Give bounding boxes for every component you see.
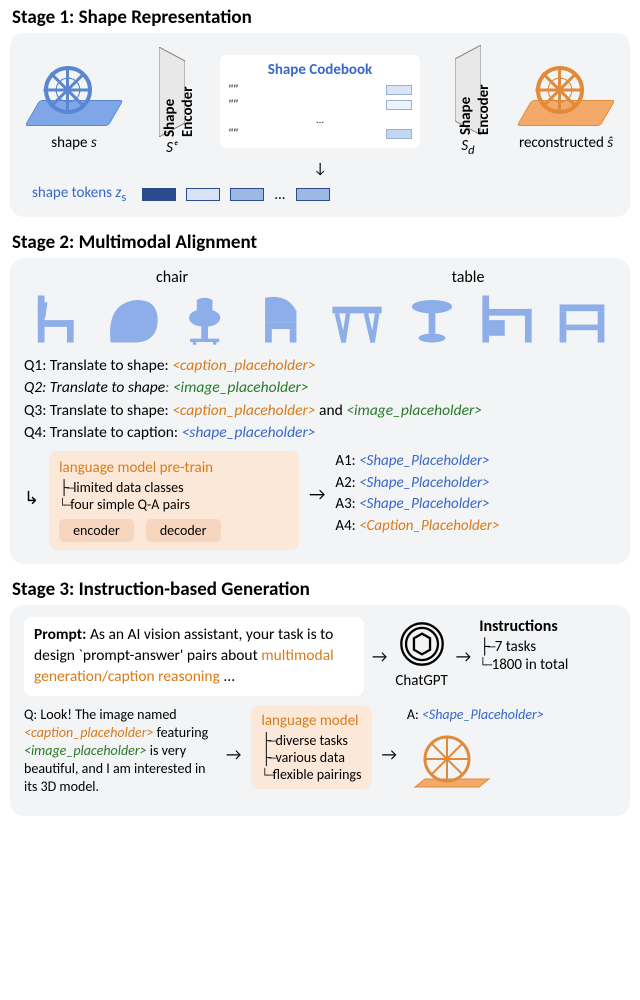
answer-line: A3: <Shape_Placeholder> (335, 494, 499, 516)
ferris-wheel-blue-icon (24, 52, 124, 132)
arrow-right-icon: → (309, 451, 325, 505)
object-icon (174, 291, 242, 347)
arrow-right-icon: → (382, 744, 397, 765)
category-table: table (320, 268, 616, 287)
question-line: Q2: Translate to shape: <image_placehold… (24, 377, 616, 399)
object-icon (249, 291, 317, 347)
stage1-panel: shape s Shape Encoder Sₑ Shape Codebook … (10, 33, 630, 217)
object-icon (548, 291, 616, 347)
lm-item: various data (261, 749, 361, 766)
object-icon (473, 291, 541, 347)
lm-item: four simple Q-A pairs (59, 496, 289, 513)
lm-pretrain-title: language model pre-train (59, 459, 289, 477)
lm-items: diverse tasksvarious dataflexible pairin… (261, 732, 361, 783)
shape-decoder-block: Shape Encoder Sd (455, 45, 481, 158)
stage3-title: Stage 3: Instruction-based Generation (0, 572, 640, 605)
codebook-row: "" (228, 98, 412, 112)
s3-question: Q: Look! The image named <caption_placeh… (24, 706, 216, 797)
arrow-right-icon: → (372, 646, 387, 667)
output-shape-block: reconstructed ŝ (516, 52, 616, 152)
lm-pretrain-box: language model pre-train limited data cl… (49, 451, 299, 550)
instr-item: 7 tasks (479, 638, 568, 656)
flow-arrow-icon: ↳ (24, 451, 39, 509)
prompt-box: Prompt: As an AI vision assistant, your … (24, 617, 364, 696)
lm-item: limited data classes (59, 479, 289, 496)
instr-item: 1800 in total (479, 656, 568, 674)
ferris-wheel-orange-icon (407, 729, 497, 799)
question-line: Q3: Translate to shape: <caption_placeho… (24, 400, 616, 422)
s3-answer: A: <Shape_Placeholder> (407, 706, 544, 723)
input-shape-label: shape s (24, 134, 124, 152)
chatgpt-label: ChatGPT (395, 672, 447, 690)
lm-box: language model diverse tasksvarious data… (251, 706, 371, 789)
answer-line: A2: <Shape_Placeholder> (335, 473, 499, 495)
objects-row (24, 291, 616, 347)
stage2-panel: chair table Q1: Translate to shape: <cap… (10, 258, 630, 564)
encoder-trapezoid-icon: Shape Encoder (159, 47, 185, 137)
instructions-items: 7 tasks1800 in total (479, 638, 568, 674)
object-icon (99, 291, 167, 347)
encoder-symbol: Sₑ (166, 139, 178, 157)
instructions-block: Instructions 7 tasks1800 in total (479, 617, 568, 674)
question-line: Q4: Translate to caption: <shape_placeho… (24, 422, 616, 444)
codebook-ellipsis: ... (228, 113, 412, 126)
lm-item: flexible pairings (261, 766, 361, 783)
codebook-row: "" (228, 83, 412, 97)
decoder-trapezoid-icon: Shape Encoder (455, 45, 481, 135)
decoder-chip: decoder (146, 519, 221, 542)
question-line: Q1: Translate to shape: <caption_placeho… (24, 355, 616, 377)
enc-dec-row: encoder decoder (59, 519, 289, 542)
token-swatch (296, 188, 330, 201)
shape-codebook: Shape Codebook """"..."" (220, 55, 420, 148)
ferris-wheel-orange-icon (516, 52, 616, 132)
decoder-symbol: Sd (461, 137, 474, 158)
token-swatch (142, 188, 176, 201)
object-icon (24, 291, 92, 347)
stage3-panel: Prompt: As an AI vision assistant, your … (10, 605, 630, 816)
decoder-label: Shape Encoder (457, 53, 493, 135)
answer-line: A4: <Caption_Placeholder> (335, 516, 499, 538)
instructions-title: Instructions (479, 617, 568, 636)
codebook-title: Shape Codebook (228, 61, 412, 79)
shape-encoder-block: Shape Encoder Sₑ (159, 47, 185, 157)
lm-pretrain-items: limited data classesfour simple Q-A pair… (59, 479, 289, 513)
s3-answer-block: A: <Shape_Placeholder> (407, 706, 544, 804)
category-labels: chair table (24, 268, 616, 287)
arrow-right-icon: → (456, 646, 471, 667)
encoder-label: Shape Encoder (161, 55, 197, 137)
output-shape-label: reconstructed ŝ (516, 134, 616, 152)
stage1-title: Stage 1: Shape Representation (0, 0, 640, 33)
answer-list: A1: <Shape_Placeholder>A2: <Shape_Placeh… (335, 451, 499, 538)
object-icon (323, 291, 391, 347)
answer-line: A1: <Shape_Placeholder> (335, 451, 499, 473)
lm-title: language model (261, 712, 361, 730)
token-sequence: ... (142, 186, 329, 204)
codebook-row: "" (228, 127, 412, 141)
arrow-right-icon: → (226, 744, 241, 765)
tokens-label: shape tokens zs (32, 184, 126, 205)
stage2-title: Stage 2: Multimodal Alignment (0, 225, 640, 258)
chatgpt-icon (399, 621, 445, 667)
lm-item: diverse tasks (261, 732, 361, 749)
object-icon (398, 291, 466, 347)
chatgpt-block: ChatGPT (395, 617, 447, 690)
category-chair: chair (24, 268, 320, 287)
question-list: Q1: Translate to shape: <caption_placeho… (24, 355, 616, 445)
shape-tokens-row: shape tokens zs ... (24, 180, 616, 205)
token-swatch (230, 188, 264, 201)
encoder-chip: encoder (59, 519, 134, 542)
token-swatch (186, 188, 220, 201)
input-shape-block: shape s (24, 52, 124, 152)
down-arrow-icon: ↓ (24, 160, 616, 178)
